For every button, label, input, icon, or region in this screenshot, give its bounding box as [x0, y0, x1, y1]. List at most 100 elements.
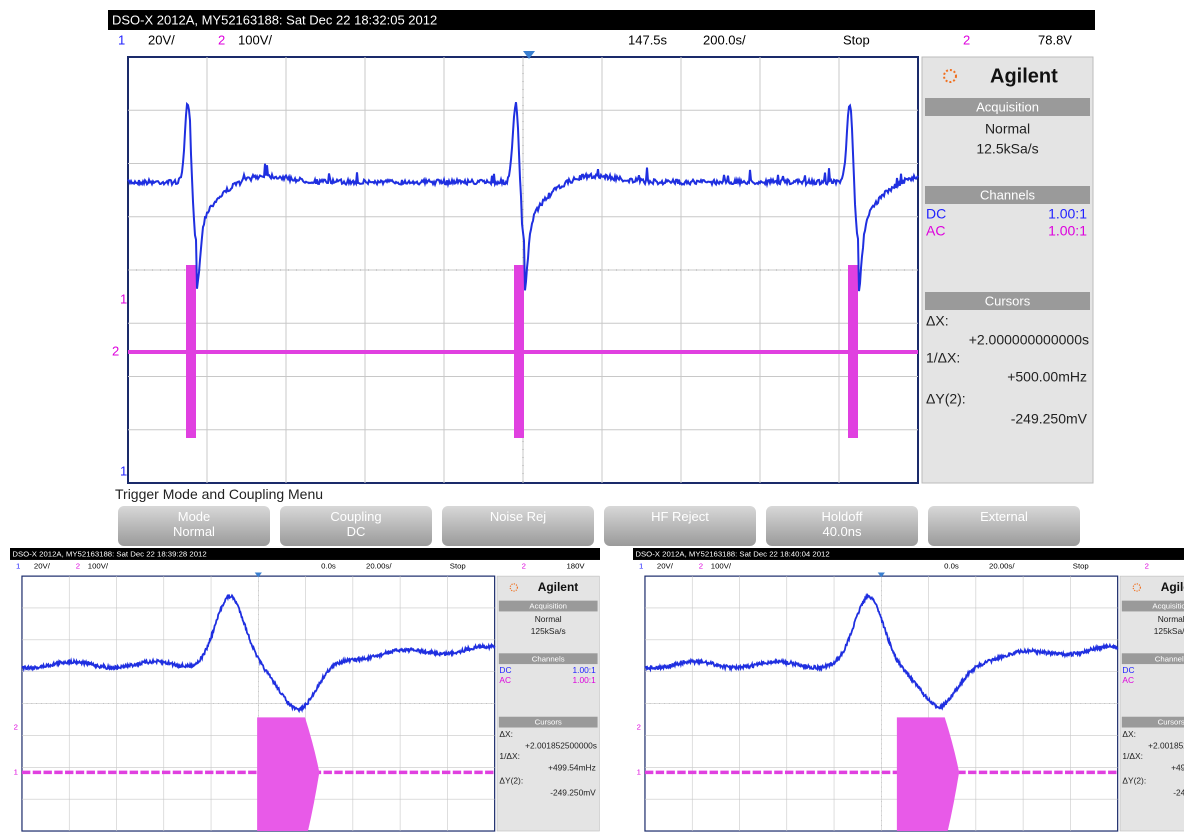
ch1-probe: 1.00:1: [1048, 206, 1087, 222]
section-title: Acquisition: [529, 602, 567, 611]
menu-title: Trigger Mode and Coupling Menu: [115, 486, 323, 502]
ch2-burst: [186, 265, 196, 438]
header-text: DSO-X 2012A, MY52163188: Sat Dec 22 18:4…: [635, 550, 829, 559]
page: {"main":{"header":"DSO-X 2012A, MY521631…: [0, 0, 1184, 837]
ch2-burst: [514, 265, 524, 438]
inv-dx-label: 1/ΔX:: [926, 350, 960, 366]
inv-dx: +500.00mHz: [1007, 369, 1087, 385]
softkey-label: HF Reject: [651, 509, 709, 524]
main-scope: DSO-X 2012A, MY52163188: Sat Dec 22 18:3…: [108, 10, 1095, 485]
ch2-coupling: AC: [1122, 675, 1134, 685]
dx: +2.000000000000s: [969, 332, 1089, 348]
dy-label: ΔY(2):: [1122, 776, 1146, 786]
dx-label: ΔX:: [499, 729, 512, 739]
channel-marker: 2: [112, 343, 119, 358]
dy-label: ΔY(2):: [926, 391, 966, 407]
softkey[interactable]: CouplingDC: [280, 506, 432, 546]
status-trigger-level: 180V: [566, 562, 585, 571]
sample-rate: 12.5kSa/s: [976, 141, 1038, 157]
status-ch2-scale: 100V/: [711, 562, 732, 571]
status-ch1-scale: 20V/: [148, 32, 175, 47]
softkey-label: Coupling: [330, 509, 381, 524]
dx-label: ΔX:: [926, 313, 949, 329]
status-time-offset: 147.5s: [628, 32, 668, 47]
status-ch2: 2: [76, 562, 80, 571]
softkey[interactable]: ModeNormal: [118, 506, 270, 546]
status-ch2: 2: [218, 32, 225, 47]
status-ch1-scale: 20V/: [657, 562, 674, 571]
dy-label: ΔY(2):: [499, 776, 523, 786]
channel-marker: 2: [14, 723, 18, 732]
softkey[interactable]: Noise Rej: [442, 506, 594, 546]
status-ch1-scale: 20V/: [34, 562, 51, 571]
softkey-label: Noise Rej: [490, 509, 546, 524]
status-time-scale: 20.00s/: [989, 562, 1015, 571]
status-ch2-scale: 100V/: [238, 32, 272, 47]
status-time-offset: 0.0s: [321, 562, 336, 571]
status-ch1: 1: [16, 562, 20, 571]
section-title: Cursors: [535, 718, 562, 727]
status-trigger-source: 2: [522, 562, 526, 571]
ch1-coupling: DC: [1122, 665, 1134, 675]
softkey-label: Mode: [178, 509, 211, 524]
status-ch2: 2: [699, 562, 703, 571]
softkey-value: 40.0ns: [766, 524, 918, 539]
acq-mode: Normal: [535, 614, 562, 624]
channel-marker: 1: [120, 291, 127, 306]
inv-dx: +499.54mHz: [1171, 762, 1184, 772]
inset-scope: DSO-X 2012A, MY52163188: Sat Dec 22 18:4…: [633, 548, 1184, 837]
ch2-coupling: AC: [499, 675, 511, 685]
status-trigger-level: 78.8V: [1038, 32, 1072, 47]
status-trigger-source: 2: [963, 32, 970, 47]
dx-label: ΔX:: [1122, 729, 1135, 739]
status-time-scale: 20.00s/: [366, 562, 392, 571]
ch2-coupling: AC: [926, 223, 945, 239]
dy: -249.250mV: [1011, 411, 1088, 427]
inv-dx-label: 1/ΔX:: [1122, 751, 1142, 761]
brand: Agilent: [538, 580, 579, 594]
acq-mode: Normal: [1158, 614, 1184, 624]
softkey-label: Holdoff: [822, 509, 863, 524]
section-title: Cursors: [985, 293, 1031, 308]
ch1-coupling: DC: [926, 206, 946, 222]
ch1-coupling: DC: [499, 665, 511, 675]
sample-rate: 125kSa/s: [531, 626, 566, 636]
acq-mode: Normal: [985, 121, 1030, 137]
section-title: Channels: [1155, 654, 1184, 663]
softkey-value: DC: [280, 524, 432, 539]
softkey[interactable]: External: [928, 506, 1080, 546]
header-text: DSO-X 2012A, MY52163188: Sat Dec 22 18:3…: [12, 550, 206, 559]
softkey-label: External: [980, 509, 1028, 524]
ch2-probe: 1.00:1: [573, 675, 597, 685]
section-title: Acquisition: [976, 99, 1039, 114]
section-title: Channels: [980, 187, 1035, 202]
channel-marker: 1: [637, 767, 641, 776]
section-title: Cursors: [1158, 718, 1184, 727]
status-ch2-scale: 100V/: [88, 562, 109, 571]
dy: -249.250mV: [550, 788, 596, 798]
status-trigger-source: 2: [1145, 562, 1149, 571]
status-ch1: 1: [118, 32, 125, 47]
status-time-scale: 200.0s/: [703, 32, 746, 47]
status-time-offset: 0.0s: [944, 562, 959, 571]
softkey-value: Normal: [118, 524, 270, 539]
sample-rate: 125kSa/s: [1154, 626, 1184, 636]
channel-marker: 1: [14, 767, 18, 776]
ch2-burst: [897, 717, 959, 831]
inset-scope: DSO-X 2012A, MY52163188: Sat Dec 22 18:3…: [10, 548, 600, 837]
ch2-probe: 1.00:1: [1048, 223, 1087, 239]
section-title: Acquisition: [1152, 602, 1184, 611]
softkey[interactable]: Holdoff40.0ns: [766, 506, 918, 546]
header-text: DSO-X 2012A, MY52163188: Sat Dec 22 18:3…: [112, 12, 437, 27]
status-ch1: 1: [639, 562, 643, 571]
softkey[interactable]: HF Reject: [604, 506, 756, 546]
dx: +2.001852500000s: [525, 740, 597, 750]
inv-dx-label: 1/ΔX:: [499, 751, 519, 761]
channel-marker: 1: [120, 463, 127, 478]
inv-dx: +499.54mHz: [548, 762, 596, 772]
section-title: Channels: [532, 654, 565, 663]
ch1-probe: 1.00:1: [573, 665, 597, 675]
channel-marker: 2: [637, 723, 641, 732]
ch2-burst: [848, 265, 858, 438]
status-run-state: Stop: [843, 32, 870, 47]
